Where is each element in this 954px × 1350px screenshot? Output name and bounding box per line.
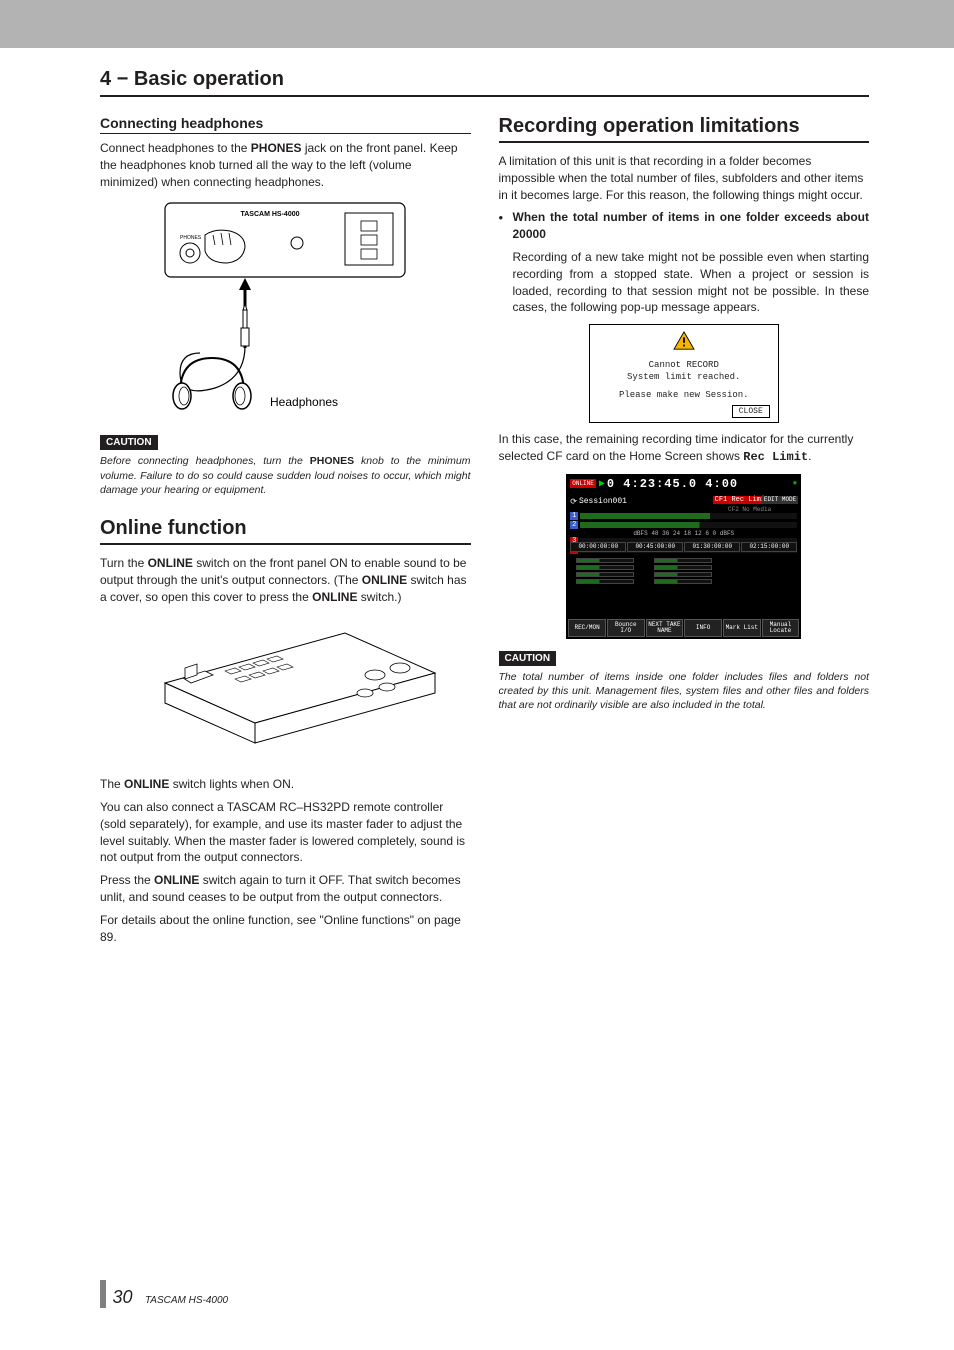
session-name: Session001 bbox=[579, 497, 627, 506]
online-p4: Press the ONLINE switch again to turn it… bbox=[100, 872, 471, 906]
bold: ONLINE bbox=[154, 873, 199, 887]
page-content: 4 − Basic operation Connecting headphone… bbox=[0, 48, 954, 951]
online-p5: For details about the online function, s… bbox=[100, 912, 471, 946]
chapter-heading: 4 − Basic operation bbox=[100, 68, 869, 97]
page-marker bbox=[100, 1280, 106, 1308]
popup-line3: Please make new Session. bbox=[594, 390, 774, 402]
text: Turn the bbox=[100, 556, 148, 570]
text: The bbox=[100, 777, 124, 791]
text: . bbox=[808, 449, 811, 463]
product-name: TASCAM HS-4000 bbox=[145, 1295, 228, 1306]
screen-button[interactable]: INFO bbox=[684, 619, 722, 637]
headphones-figure: TASCAM HS-4000 PHONES bbox=[100, 198, 471, 423]
timecode: 0 4:23:45.0 4:00 bbox=[607, 477, 738, 491]
online-p1: Turn the ONLINE switch on the front pane… bbox=[100, 555, 471, 605]
online-p3: You can also connect a TASCAM RC–HS32PD … bbox=[100, 799, 471, 866]
timeline-seg: 00:00:00:00 bbox=[570, 542, 626, 552]
loop-icon: ⟳ bbox=[570, 497, 577, 507]
headphones-diagram: TASCAM HS-4000 PHONES bbox=[140, 198, 430, 418]
session-row: ⟳ Session001 CF1 Rec Limit CF2 No Media … bbox=[566, 494, 801, 510]
bold: PHONES bbox=[251, 141, 302, 155]
page-number: 30 bbox=[112, 1287, 132, 1307]
recording-p2: In this case, the remaining recording ti… bbox=[499, 431, 870, 466]
online-heading: Online function bbox=[100, 517, 471, 545]
recording-p1: A limitation of this unit is that record… bbox=[499, 153, 870, 203]
track-num: 1 bbox=[570, 512, 578, 520]
text: switch.) bbox=[357, 590, 401, 604]
bold: PHONES bbox=[310, 455, 354, 467]
track-num: 2 bbox=[570, 521, 578, 529]
connecting-heading: Connecting headphones bbox=[100, 115, 471, 134]
recording-caution: The total number of items inside one fol… bbox=[499, 670, 870, 713]
timeline-seg: 02:15:00:00 bbox=[741, 542, 797, 552]
recording-heading: Recording operation limitations bbox=[499, 115, 870, 143]
text: switch lights when ON. bbox=[169, 777, 294, 791]
play-icon: ▶ bbox=[599, 478, 605, 490]
popup-figure: Cannot RECORD System limit reached. Plea… bbox=[499, 324, 870, 423]
bullet-item: When the total number of items in one fo… bbox=[513, 209, 870, 243]
device-label: TASCAM HS-4000 bbox=[241, 211, 300, 218]
bold: ONLINE bbox=[148, 556, 193, 570]
bullet-body: Recording of a new take might not be pos… bbox=[499, 249, 870, 316]
popup-box: Cannot RECORD System limit reached. Plea… bbox=[589, 324, 779, 423]
screen-topbar: ONLINE ▶ 0 4:23:45.0 4:00 ● bbox=[566, 474, 801, 494]
text: Before connecting headphones, turn the bbox=[100, 455, 310, 467]
footer: 30 TASCAM HS-4000 bbox=[100, 1280, 228, 1308]
recording-bullet: When the total number of items in one fo… bbox=[499, 209, 870, 243]
caution-label: CAUTION bbox=[100, 435, 158, 450]
text: Connect headphones to the bbox=[100, 141, 251, 155]
connecting-caution: Before connecting headphones, turn the P… bbox=[100, 454, 471, 497]
isometric-panel bbox=[125, 613, 445, 763]
screen-button[interactable]: NEXT TAKE NAME bbox=[646, 619, 684, 637]
screen-button[interactable]: Bounce I/O bbox=[607, 619, 645, 637]
online-figure bbox=[100, 613, 471, 768]
popup-line2: System limit reached. bbox=[594, 372, 774, 384]
connecting-p1: Connect headphones to the PHONES jack on… bbox=[100, 140, 471, 190]
caution-label: CAUTION bbox=[499, 651, 557, 666]
headphones-caption: Headphones bbox=[270, 395, 338, 409]
bottom-buttons: REC/MON Bounce I/O NEXT TAKE NAME INFO M… bbox=[566, 619, 801, 637]
columns: Connecting headphones Connect headphones… bbox=[100, 115, 869, 951]
top-bar bbox=[0, 0, 954, 48]
left-column: Connecting headphones Connect headphones… bbox=[100, 115, 471, 951]
right-column: Recording operation limitations A limita… bbox=[499, 115, 870, 951]
bold: ONLINE bbox=[362, 573, 407, 587]
phones-label: PHONES bbox=[180, 235, 202, 241]
online-badge: ONLINE bbox=[570, 479, 596, 488]
screen-button[interactable]: Mark List bbox=[723, 619, 761, 637]
mono: Rec Limit bbox=[743, 450, 808, 464]
bold: ONLINE bbox=[124, 777, 169, 791]
screen-button[interactable]: REC/MON bbox=[568, 619, 606, 637]
warning-icon bbox=[673, 331, 695, 351]
screen-button[interactable]: Manual Locate bbox=[762, 619, 800, 637]
text: Press the bbox=[100, 873, 154, 887]
popup-close-button[interactable]: CLOSE bbox=[732, 405, 770, 418]
device-screen-figure: ONLINE ▶ 0 4:23:45.0 4:00 ● ⟳ Session001… bbox=[499, 474, 870, 639]
device-screen: ONLINE ▶ 0 4:23:45.0 4:00 ● ⟳ Session001… bbox=[566, 474, 801, 639]
status-dot: ● bbox=[792, 479, 797, 488]
edit-mode: EDIT MODE bbox=[762, 496, 798, 505]
timeline: 00:00:00:00 00:45:00:00 01:30:00:00 02:1… bbox=[566, 540, 801, 554]
online-p2: The ONLINE switch lights when ON. bbox=[100, 776, 471, 793]
bullet-bold: When the total number of items in one fo… bbox=[513, 210, 870, 241]
db-ruler: dBFS 48 36 24 18 12 6 0 dBFS bbox=[570, 530, 797, 537]
popup-line1: Cannot RECORD bbox=[594, 360, 774, 372]
cf2-label: CF2 No Media bbox=[728, 506, 771, 513]
meters bbox=[566, 554, 801, 590]
timeline-seg: 01:30:00:00 bbox=[684, 542, 740, 552]
tracks-area: 1 2 dBFS 48 36 24 18 12 6 0 dBFS 3 4 bbox=[566, 510, 801, 540]
timeline-seg: 00:45:00:00 bbox=[627, 542, 683, 552]
bold: ONLINE bbox=[312, 590, 357, 604]
